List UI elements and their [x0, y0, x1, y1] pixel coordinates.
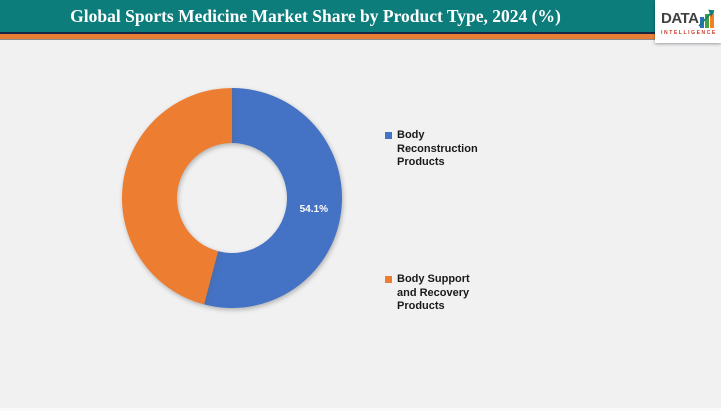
legend-marker-blue — [385, 132, 392, 139]
legend-item-body-reconstruction: Body Reconstruction Products — [385, 129, 495, 170]
slice-data-label: 54.1% — [300, 204, 328, 215]
legend-marker-orange — [385, 276, 392, 283]
chart-title: Global Sports Medicine Market Share by P… — [70, 5, 561, 26]
donut-chart: 54.1% — [121, 88, 342, 308]
donut-slice — [203, 88, 342, 308]
header-accent-stripe — [0, 34, 721, 39]
brand-logo: DATA INTELLIGENCE — [655, 0, 721, 43]
logo-wordmark: DATA — [661, 10, 699, 27]
growth-arrow-icon — [698, 9, 715, 27]
bar-chart-icon — [698, 9, 715, 28]
logo-subtext: INTELLIGENCE — [661, 30, 717, 36]
legend-item-body-support: Body Support and Recovery Products — [385, 273, 495, 314]
bottom-strip — [0, 408, 721, 411]
legend-label: Body Support and Recovery Products — [397, 273, 470, 312]
donut-slice — [121, 88, 232, 305]
header-bar: Global Sports Medicine Market Share by P… — [0, 0, 721, 32]
header-divider-line — [0, 32, 721, 34]
header-stripe-edge — [0, 39, 721, 40]
legend-label: Body Reconstruction Products — [397, 129, 478, 168]
